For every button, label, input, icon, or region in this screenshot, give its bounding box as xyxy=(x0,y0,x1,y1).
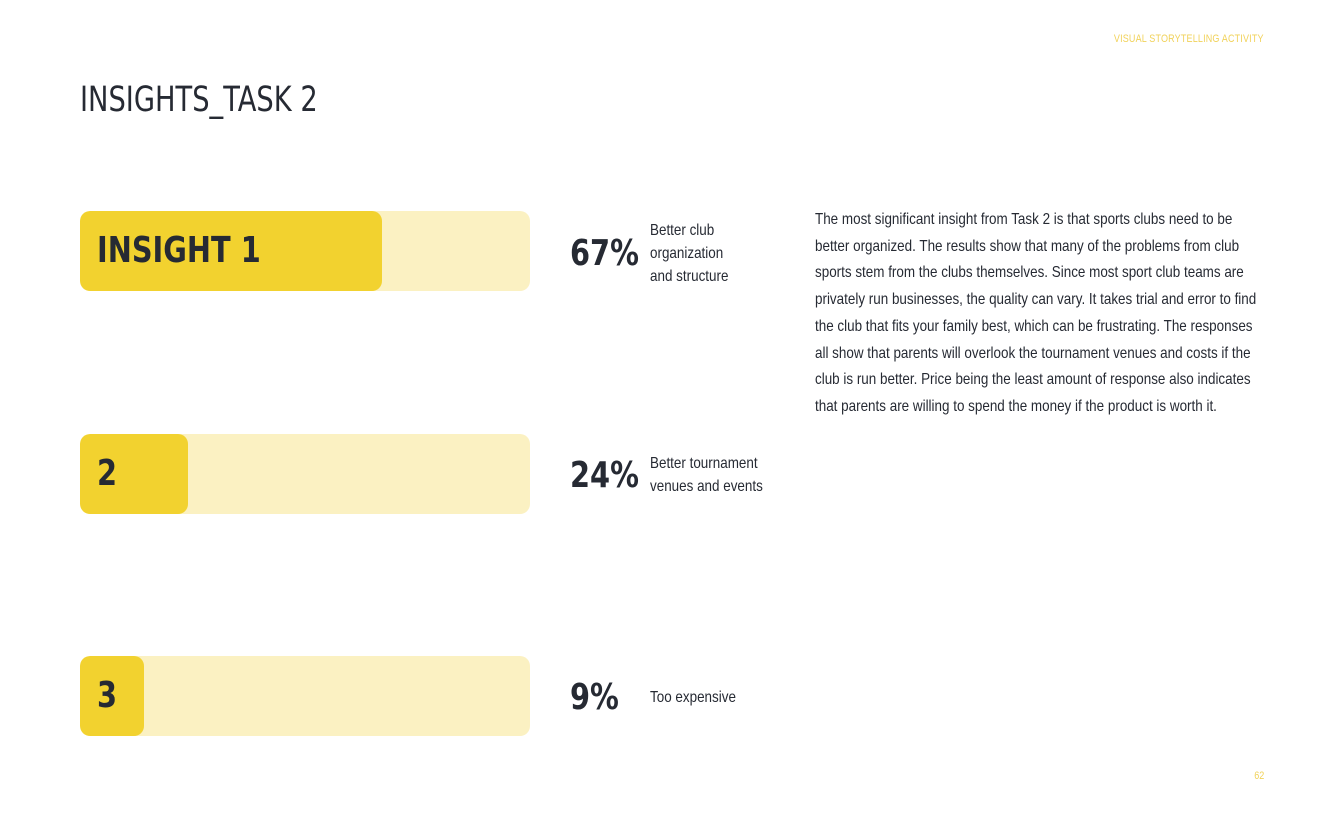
insight-percent-3: 9% xyxy=(570,677,619,718)
insight-bar-track-1: INSIGHT 1 xyxy=(80,211,530,291)
insight-bar-fill-1 xyxy=(80,211,382,291)
insight-bar-label-2: 2 xyxy=(97,453,118,494)
insight-percent-2: 24% xyxy=(570,455,639,496)
insight-bar-track-3: 3 xyxy=(80,656,530,736)
insight-body-text: The most significant insight from Task 2… xyxy=(815,211,1257,415)
insight-bar-track-2: 2 xyxy=(80,434,530,514)
insight-description-2: Better tournament venues and events xyxy=(650,455,763,495)
insight-description-1: Better club organization and structure xyxy=(650,222,729,285)
insight-bar-fill-2 xyxy=(80,434,188,514)
insight-percent-1: 67% xyxy=(570,233,639,274)
header-label: VISUAL STORYTELLING ACTIVITY xyxy=(1114,33,1264,45)
insight-bar-label-3: 3 xyxy=(97,675,118,716)
insight-bar-fill-3 xyxy=(80,656,144,736)
insight-bar-label-1: INSIGHT 1 xyxy=(97,230,261,271)
page-number: 62 xyxy=(1253,770,1264,782)
page-title: INSIGHTS_TASK 2 xyxy=(80,80,318,120)
insight-description-3: Too expensive xyxy=(650,689,736,706)
